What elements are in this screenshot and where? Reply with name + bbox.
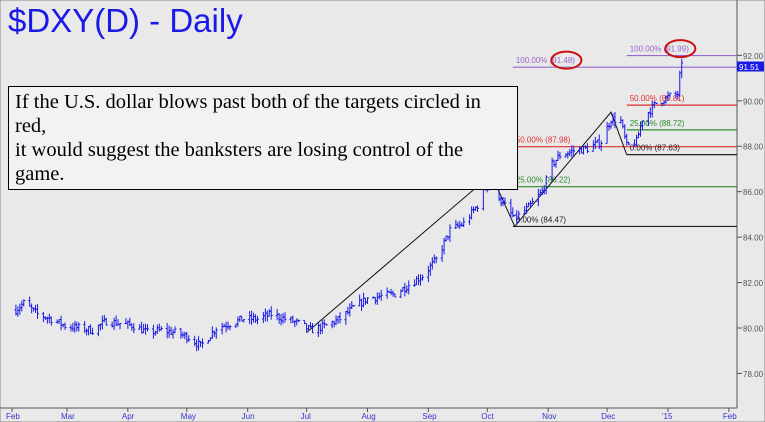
y-tick-label: 78.00 xyxy=(743,370,764,379)
fib-level-label: 25.00% (88.72) xyxy=(630,119,685,128)
x-tick-label: Oct xyxy=(481,412,494,421)
x-tick-label: Apr xyxy=(122,412,135,421)
x-tick-label: Aug xyxy=(361,412,375,421)
annotation-line-1: If the U.S. dollar blows past both of th… xyxy=(15,91,481,137)
last-price-badge xyxy=(737,61,764,72)
y-tick-label: 82.00 xyxy=(743,279,764,288)
fib-level-label: 50.00% (89.81) xyxy=(630,94,685,103)
fib-level-label: 50.00% (87.98) xyxy=(516,136,571,145)
fib-level-label: 25.00% (86.22) xyxy=(516,176,571,185)
annotation-box: If the U.S. dollar blows past both of th… xyxy=(8,86,518,190)
fib-level-label: 0.00% (84.47) xyxy=(516,215,567,224)
target-circle xyxy=(550,50,583,70)
x-tick-label: Sep xyxy=(422,412,437,421)
y-tick-label: 80.00 xyxy=(743,325,764,334)
annotation-line-2: it would suggest the banksters are losin… xyxy=(15,139,464,185)
x-tick-label: Jun xyxy=(242,412,255,421)
fib-level-label: 100.00% (91.48) xyxy=(516,56,575,65)
x-tick-label: May xyxy=(181,412,196,421)
swing-line xyxy=(306,111,628,333)
y-tick-label: 86.00 xyxy=(743,188,764,197)
y-tick-label: 88.00 xyxy=(743,143,764,152)
x-tick-label: Feb xyxy=(6,412,20,421)
x-tick-label: Jul xyxy=(301,412,311,421)
x-tick-label: Mar xyxy=(61,412,75,421)
y-tick-label: 84.00 xyxy=(743,234,764,243)
chart-title: $DXY(D) - Daily xyxy=(8,2,243,39)
fib-level-label: 0.00% (87.63) xyxy=(630,144,681,153)
x-tick-label: Dec xyxy=(601,412,615,421)
x-tick-label: '15 xyxy=(662,412,673,421)
x-tick-label: Feb xyxy=(723,412,737,421)
y-tick-label: 92.00 xyxy=(743,52,764,61)
last-price-label: 91.51 xyxy=(739,63,760,72)
target-circle xyxy=(664,39,697,59)
y-tick-label: 90.00 xyxy=(743,97,764,106)
x-tick-label: Nov xyxy=(542,412,556,421)
fib-level-label: 100.00% (91.99) xyxy=(630,45,689,54)
